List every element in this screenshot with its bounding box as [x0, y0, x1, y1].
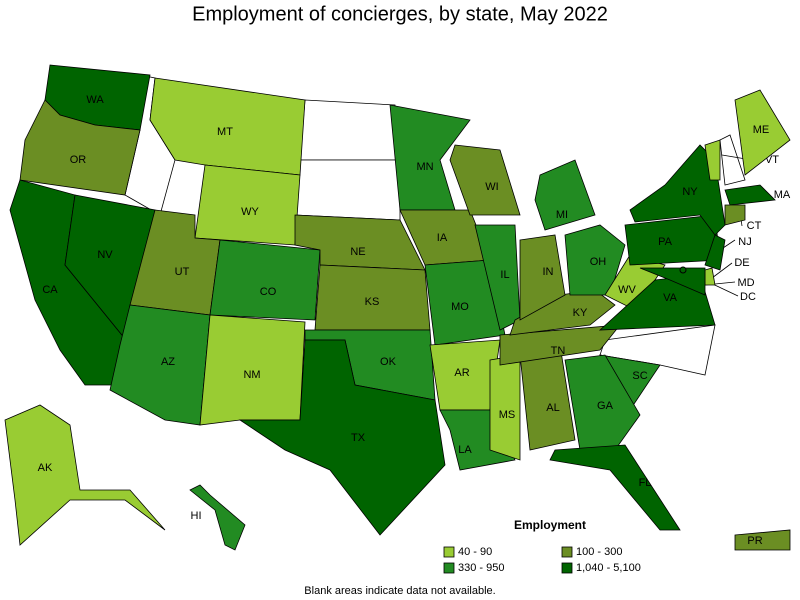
state-label: VA [663, 292, 678, 304]
state-label: OK [380, 356, 397, 368]
state [704, 267, 716, 286]
state-label: CA [42, 284, 58, 296]
state-blank [294, 159, 401, 221]
state-label: GA [597, 400, 614, 412]
state-label: MI [556, 209, 568, 221]
state-blank [299, 99, 401, 161]
legend-label: 330 - 950 [458, 562, 504, 574]
state-label: KY [573, 307, 588, 319]
legend-swatch [561, 562, 573, 574]
state [19, 99, 141, 196]
state-label: MA [774, 189, 791, 201]
state-blank [599, 324, 716, 376]
state-label: UT [175, 266, 190, 278]
state-label: TN [551, 345, 566, 357]
state-label: DE [734, 257, 749, 269]
state-label: HI [191, 510, 202, 522]
map-title: Employment of concierges, by state, May … [192, 3, 608, 25]
legend-swatch [443, 562, 455, 574]
state-label: PA [658, 236, 673, 248]
state-label: CO [260, 286, 277, 298]
state-label: FL [639, 477, 652, 489]
legend-swatch [561, 546, 573, 558]
state-label: NV [97, 249, 113, 261]
state-label: AL [546, 402, 559, 414]
state [389, 104, 471, 211]
state [189, 484, 246, 551]
legend-swatch [443, 546, 455, 558]
state [734, 529, 791, 551]
state [724, 204, 746, 226]
state-label: DC [740, 291, 756, 303]
state [449, 144, 521, 216]
state [4, 404, 166, 546]
legend-label: 100 - 300 [576, 546, 622, 558]
state [734, 89, 791, 176]
state-label: CT [747, 220, 762, 232]
state [564, 224, 626, 296]
state-label: AZ [161, 356, 175, 368]
state-label: NY [682, 186, 698, 198]
leader-line [711, 262, 733, 279]
state [534, 159, 596, 231]
footnote: Blank areas indicate data not available. [304, 585, 495, 597]
state-label: TX [351, 432, 366, 444]
state-label: LA [458, 444, 472, 456]
state-label: WY [241, 206, 259, 218]
state [704, 234, 726, 271]
state-label: IN [543, 266, 554, 278]
legend-label: 40 - 90 [458, 546, 492, 558]
state-label: WV [618, 284, 636, 296]
state-label: IA [437, 232, 448, 244]
state-label: SC [632, 370, 647, 382]
state-label: NJ [738, 236, 751, 248]
state [499, 324, 621, 366]
state-label: OR [70, 154, 87, 166]
state-label: AK [38, 462, 53, 474]
state-blank [719, 134, 746, 186]
state-label: WI [485, 181, 498, 193]
state-label: PR [747, 535, 762, 547]
blank-states [124, 74, 746, 376]
state-label: MD [737, 277, 754, 289]
state [564, 354, 641, 451]
state-label: WA [86, 94, 104, 106]
state-label: MS [499, 409, 516, 421]
state-label: MN [416, 161, 433, 173]
state-label: MT [217, 126, 233, 138]
state-label: ME [753, 124, 770, 136]
state-dot [679, 266, 687, 274]
state [724, 184, 776, 206]
state-label: KS [365, 296, 380, 308]
state [704, 139, 721, 181]
state-label: NE [350, 246, 365, 258]
state-label: NM [243, 369, 260, 381]
state-label: AR [454, 367, 469, 379]
state [209, 239, 321, 321]
legend-label: 1,040 - 5,100 [576, 562, 641, 574]
state [519, 234, 566, 321]
state [549, 444, 681, 531]
state-label: IL [500, 269, 509, 281]
state-label: OH [590, 256, 607, 268]
state [238, 339, 446, 536]
legend-title: Employment [514, 518, 586, 532]
state-label: MO [451, 301, 469, 313]
state [489, 354, 521, 461]
